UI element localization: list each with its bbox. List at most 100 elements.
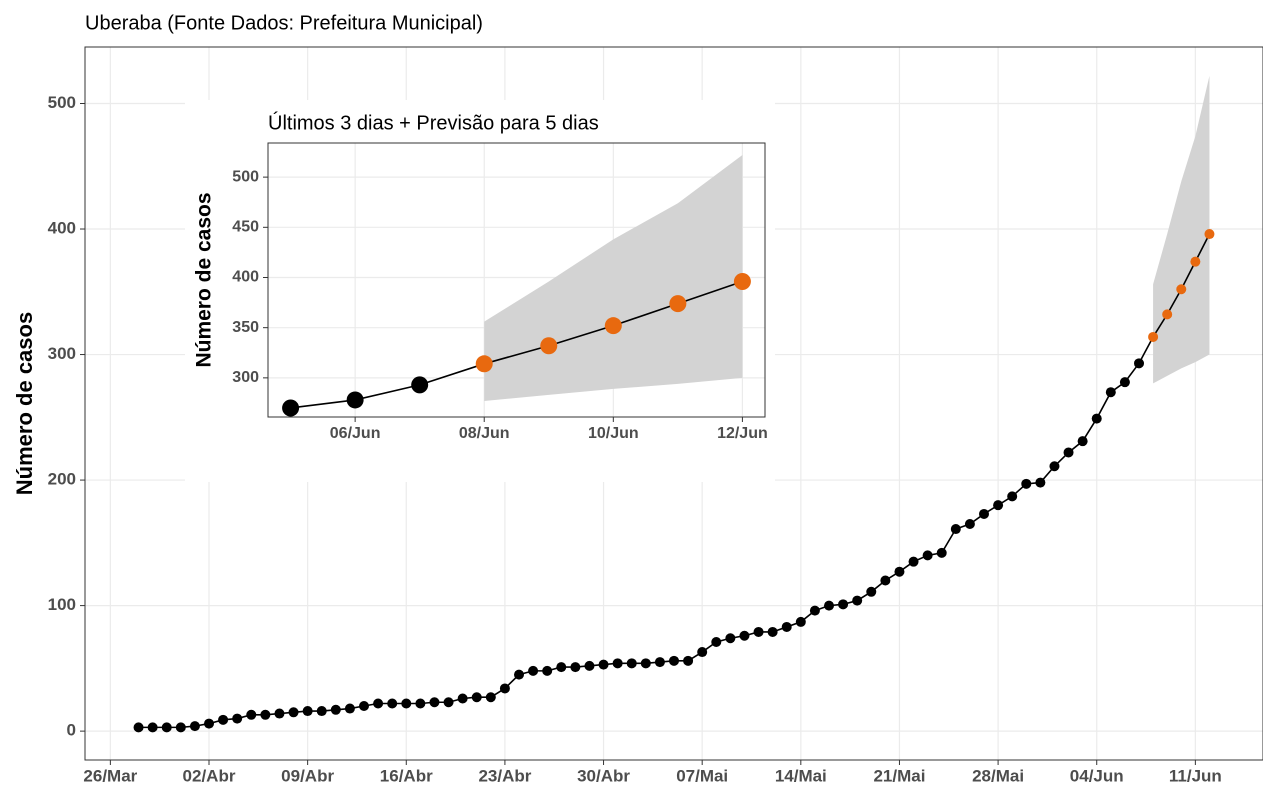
point: [443, 697, 454, 708]
point: [908, 556, 919, 567]
point: [753, 626, 764, 637]
y-tick-label: 300: [232, 369, 259, 386]
chart-title: Últimos 3 dias + Previsão para 5 dias: [268, 111, 599, 134]
point: [387, 698, 398, 709]
point: [274, 708, 285, 719]
y-tick-label: 0: [67, 721, 76, 740]
y-tick-label: 300: [48, 344, 76, 363]
y-tick-label: 500: [48, 93, 76, 112]
point: [739, 630, 750, 641]
point: [964, 519, 975, 530]
point: [288, 707, 299, 718]
y-tick-label: 400: [48, 219, 76, 238]
point: [528, 665, 539, 676]
point: [1204, 229, 1215, 240]
point: [824, 600, 834, 611]
x-tick-label: 28/Mai: [972, 766, 1024, 785]
x-tick-label: 08/Jun: [459, 425, 510, 442]
point: [232, 713, 243, 724]
chart-title: Uberaba (Fonte Dados: Prefeitura Municip…: [85, 12, 483, 34]
point: [161, 722, 172, 733]
y-tick-label: 200: [48, 470, 76, 489]
point: [344, 703, 355, 714]
point: [330, 704, 341, 715]
point: [175, 722, 186, 733]
y-tick-label: 350: [232, 319, 259, 336]
point: [1091, 413, 1102, 424]
point: [411, 376, 429, 394]
line-connector: [419, 363, 485, 386]
point: [809, 605, 820, 616]
point: [733, 273, 751, 291]
x-tick-label: 30/Abr: [577, 766, 630, 785]
point: [485, 692, 496, 703]
y-tick-label: 500: [232, 168, 259, 185]
point: [189, 721, 200, 732]
y-axis-title: Número de casos: [12, 312, 37, 495]
point: [415, 698, 426, 709]
confidence-band: [1153, 75, 1210, 384]
point: [1035, 477, 1046, 488]
point: [795, 616, 806, 627]
point: [852, 595, 863, 606]
x-tick-label: 10/Jun: [588, 425, 639, 442]
point: [457, 693, 468, 704]
point: [373, 698, 384, 709]
point: [475, 355, 493, 373]
point: [282, 399, 300, 417]
x-tick-label: 21/Mai: [873, 766, 925, 785]
point: [894, 566, 905, 577]
x-tick-label: 16/Abr: [380, 766, 433, 785]
point: [669, 655, 679, 666]
point: [260, 709, 271, 720]
point: [654, 657, 665, 668]
point: [669, 295, 687, 313]
x-tick-label: 09/Abr: [281, 766, 334, 785]
x-tick-label: 23/Abr: [478, 766, 531, 785]
panel-border: [84, 46, 1263, 761]
point: [604, 317, 622, 335]
point: [950, 524, 961, 535]
point: [514, 669, 524, 680]
point: [1134, 358, 1144, 369]
inset-chart: 300 350 400 450 500 06/Jun 08/Jun 10/Jun 12/Jun Ú…: [185, 100, 775, 482]
y-tick-label: 450: [232, 219, 259, 236]
x-tick-label: 12/Jun: [717, 425, 768, 442]
point: [302, 706, 313, 717]
point: [429, 697, 440, 708]
point: [1049, 461, 1060, 472]
point: [725, 633, 736, 644]
point: [316, 706, 327, 717]
point: [598, 659, 609, 670]
point: [936, 547, 947, 558]
x-tick-label: 02/Abr: [183, 766, 236, 785]
y-tick-label: 100: [48, 595, 76, 614]
point: [683, 655, 694, 666]
point: [1063, 447, 1074, 458]
point: [781, 621, 792, 632]
point: [1105, 387, 1116, 398]
point: [612, 658, 623, 669]
point: [556, 662, 567, 673]
x-tick-label: 07/Mai: [676, 766, 728, 785]
point: [838, 599, 849, 610]
point: [499, 683, 510, 694]
point: [626, 658, 637, 669]
x-tick-label: 11/Jun: [1169, 766, 1222, 785]
point: [1119, 377, 1130, 388]
point: [979, 508, 989, 519]
point: [697, 647, 708, 658]
point: [540, 337, 558, 355]
point: [401, 698, 412, 709]
point: [359, 701, 369, 712]
point: [204, 718, 214, 729]
point: [147, 722, 158, 733]
point: [542, 665, 553, 676]
point: [1077, 436, 1088, 447]
point: [866, 586, 877, 597]
point: [1190, 256, 1201, 267]
point: [767, 626, 778, 637]
point: [1176, 284, 1187, 295]
point: [711, 637, 722, 648]
